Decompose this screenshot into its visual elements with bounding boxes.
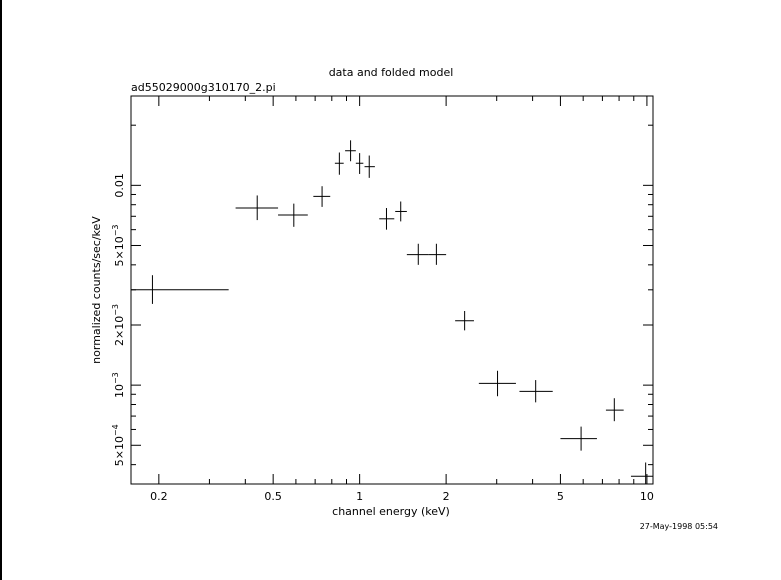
- y-axis-ticks: 5×10−4 10−3 2×10−3 5×10−3 0.01: [111, 124, 653, 466]
- y-tick-label: 2×10−3: [111, 304, 126, 346]
- y-tick-label: 5×10−3: [111, 224, 126, 266]
- data-point: [395, 201, 407, 222]
- x-tick-label: 0.5: [264, 490, 282, 503]
- data-point: [379, 208, 395, 230]
- data-point: [235, 195, 279, 221]
- data-point: [630, 462, 653, 484]
- data-point: [334, 152, 344, 175]
- x-tick-label: 10: [640, 490, 654, 503]
- window-left-border: [0, 0, 2, 580]
- y-axis-label: normalized counts/sec/keV: [90, 216, 103, 364]
- x-tick-label: 0.2: [150, 490, 168, 503]
- x-axis-ticks: 0.2 0.5 1 2 5 10: [150, 96, 654, 503]
- data-point: [278, 203, 308, 227]
- chart-subtitle: ad55029000g310170_2.pi: [131, 81, 276, 94]
- data-point: [364, 155, 375, 178]
- data-point: [560, 426, 597, 451]
- data-point: [313, 186, 331, 207]
- data-point: [605, 398, 624, 422]
- x-tick-label: 2: [443, 490, 450, 503]
- chart-title: data and folded model: [329, 66, 454, 79]
- data-point: [406, 243, 429, 265]
- data-point: [355, 153, 364, 174]
- y-tick-label: 5×10−4: [111, 424, 126, 466]
- y-tick-label: 0.01: [113, 173, 126, 198]
- data-point: [428, 243, 447, 265]
- data-point: [131, 275, 229, 304]
- data-points: [131, 140, 653, 484]
- data-point: [455, 310, 474, 331]
- timestamp: 27-May-1998 05:54: [640, 522, 718, 531]
- x-axis-label: channel energy (keV): [332, 505, 450, 518]
- data-point: [345, 140, 356, 162]
- data-point: [519, 380, 553, 403]
- data-point: [478, 370, 516, 397]
- y-tick-label: 10−3: [111, 372, 126, 398]
- x-tick-label: 1: [356, 490, 363, 503]
- x-tick-label: 5: [557, 490, 564, 503]
